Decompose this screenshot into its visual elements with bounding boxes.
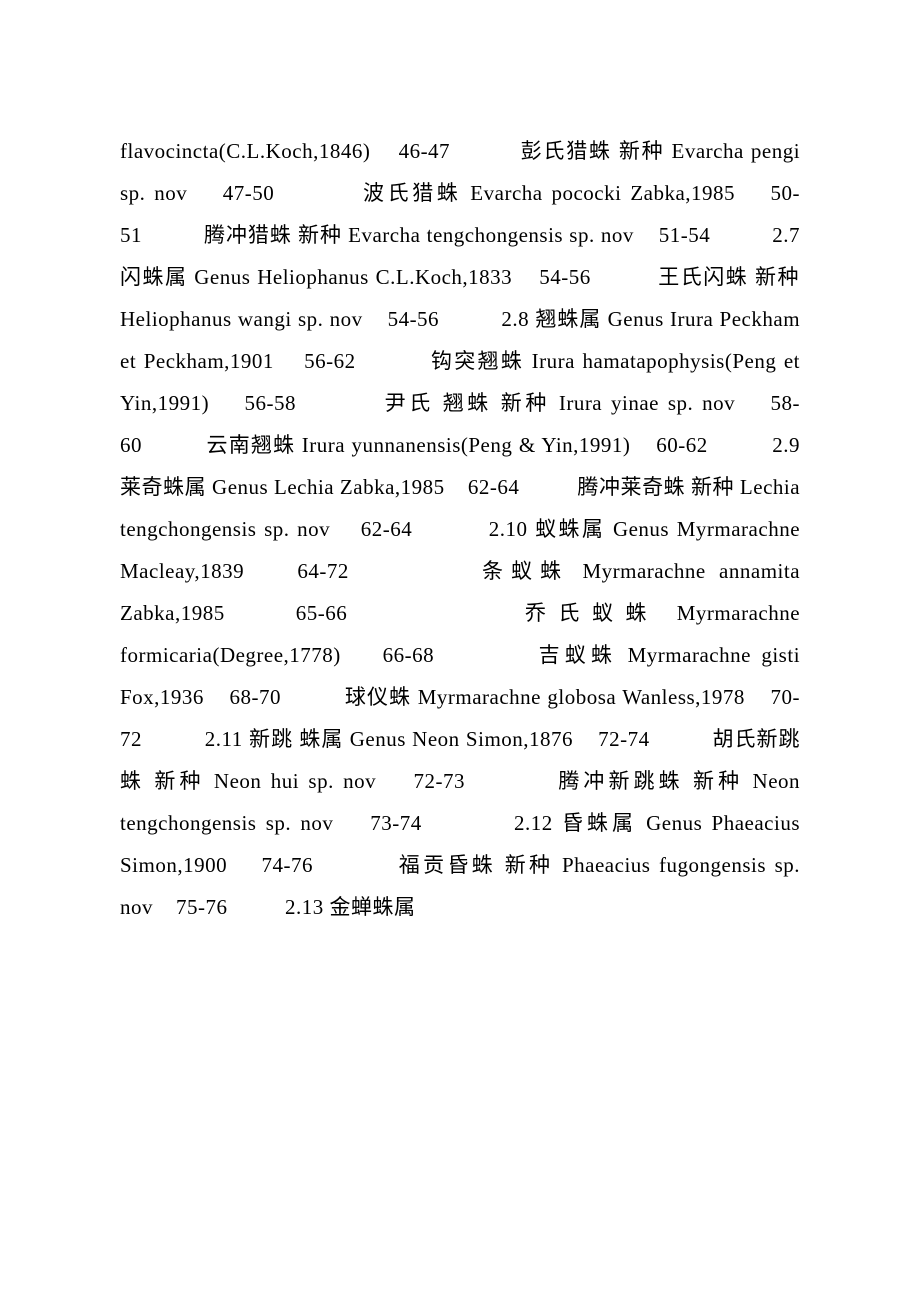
entry-label: 乔氏蚁蛛 — [525, 601, 659, 625]
entry-label: 2.13 金蝉蛛属 — [285, 895, 416, 919]
entry-pages: 56-62 — [304, 349, 356, 373]
entry-label: 云南翘蛛 Irura — [207, 433, 346, 457]
entry-10: Genus Lechia Zabka,1985 62-64 腾冲莱奇蛛 新种 — [212, 475, 740, 499]
entry-5: Heliophanus wangi sp. nov 54-56 2.8 翘蛛属 … — [120, 307, 670, 331]
entry-text: tengchongensis sp. nov — [120, 811, 333, 835]
entry-pages: 51-54 — [659, 223, 711, 247]
entry-label: 条蚁蛛 — [482, 559, 569, 583]
entry-label: 2.10 蚁蛛属 — [489, 517, 606, 541]
entry-pages: 60-62 — [656, 433, 708, 457]
entry-text: yunnanensis(Peng & Yin,1991) — [352, 433, 631, 457]
entry-pages: 64-72 — [297, 559, 349, 583]
entry-pages: 47-50 — [223, 181, 275, 205]
entry-4: Heliophanus C.L.Koch,1833 54-56 王氏闪蛛 新种 — [257, 265, 800, 289]
entry-pages: 68-70 — [230, 685, 282, 709]
entry-pages: 62-64 — [468, 475, 520, 499]
entry-label: 吉蚁蛛 — [539, 643, 618, 667]
entry-19: tengchongensis sp. nov 73-74 2.12 昏蛛属 Ge… — [120, 811, 712, 835]
entry-text: pococki Zabka,1985 — [551, 181, 735, 205]
entry-text: 翘蛛 新种 Irura yinae sp. nov — [443, 391, 735, 415]
entry-label: 福贡昏蛛 新种 — [399, 853, 554, 877]
entry-text: Heliophanus wangi sp. nov — [120, 307, 363, 331]
entry-label: 2.12 昏蛛属 Genus — [514, 811, 702, 835]
entry-label: 尹氏 — [385, 391, 434, 415]
entry-pages: 56-58 — [245, 391, 297, 415]
entry-text: Myrmarachne globosa Wanless,1978 — [418, 685, 745, 709]
entry-label: 腾冲莱奇蛛 新种 — [577, 475, 734, 499]
entry-18: Neon hui sp. nov 72-73 腾冲新跳蛛 新种 Neon — [214, 769, 800, 793]
entry-pages: 72-74 — [598, 727, 650, 751]
entry-text: Heliophanus C.L.Koch,1833 — [257, 265, 512, 289]
entry-text: tengchongensis sp. nov — [427, 223, 634, 247]
entry-pages: 62-64 — [361, 517, 413, 541]
entry-label: 球仪蛛 — [345, 685, 411, 709]
entry-label: 2.11 新跳 — [205, 727, 293, 751]
entry-pages: 54-56 — [388, 307, 440, 331]
entry-pages: 46-47 — [399, 139, 451, 163]
entry-label: 腾冲猎蛛 新种 Evarcha — [204, 223, 420, 247]
document-page: flavocincta(C.L.Koch,1846) 46-47 彭氏猎蛛 新种… — [0, 0, 920, 1028]
entry-pages: 73-74 — [370, 811, 422, 835]
entry-text: Neon hui sp. nov — [214, 769, 376, 793]
entry-label: 2.8 翘蛛属 Genus — [501, 307, 663, 331]
entry-label: 钩突翘蛛 — [431, 349, 524, 373]
entry-pages: 74-76 — [261, 853, 313, 877]
entry-pages: 66-68 — [383, 643, 435, 667]
entry-pages: 54-56 — [539, 265, 591, 289]
entry-label: 王氏闪蛛 新种 — [658, 265, 800, 289]
entry-text: flavocincta(C.L.Koch,1846) — [120, 139, 370, 163]
entry-label: 腾冲新跳蛛 新种 Neon — [558, 769, 800, 793]
entry-0: flavocincta(C.L.Koch,1846) 46-47 彭氏猎蛛 新种 — [120, 139, 672, 163]
entry-label: 彭氏猎蛛 新种 — [521, 139, 665, 163]
entry-label: 波氏猎蛛 Evarcha — [363, 181, 543, 205]
entry-text: Genus Lechia Zabka,1985 — [212, 475, 445, 499]
entry-pages: 65-66 — [296, 601, 348, 625]
entry-pages: 75-76 — [176, 895, 228, 919]
entry-pages: 72-73 — [414, 769, 466, 793]
entry-text: 蛛属 Genus Neon Simon,1876 — [299, 727, 573, 751]
